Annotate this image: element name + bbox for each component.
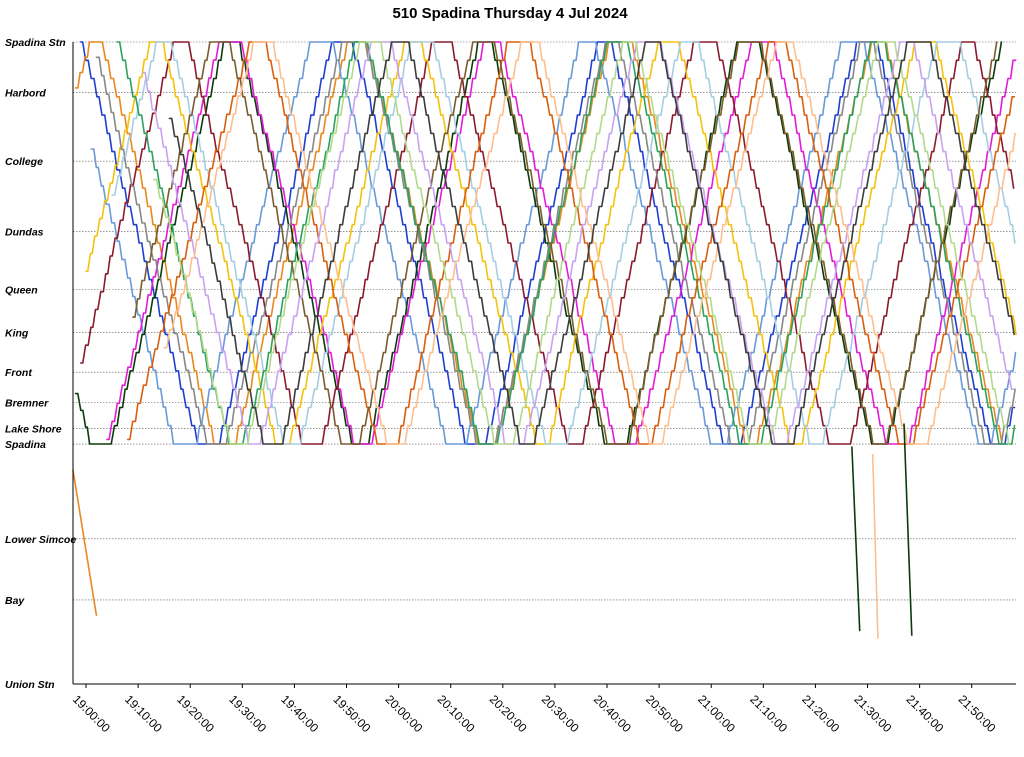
stop-label: Bay [5,595,25,607]
x-tick-label: 21:20:00 [799,692,842,735]
stop-label: King [5,327,29,339]
stop-label: Spadina [5,439,46,451]
x-tick-label: 19:20:00 [174,692,217,735]
vehicle-trip-line [90,41,1017,445]
stop-label: Front [5,367,32,379]
vehicle-trip-line [111,41,1016,445]
x-tick-label: 19:00:00 [70,692,113,735]
stop-label: Harbord [5,87,46,99]
vehicle-trip-line [106,41,1017,445]
chart-title: 510 Spadina Thursday 4 Jul 2024 [392,5,628,22]
x-tick-label: 19:50:00 [330,692,373,735]
vehicle-trip-line [163,41,1016,445]
x-tick-label: 21:00:00 [695,692,738,735]
x-tick-label: 19:30:00 [226,692,269,735]
stop-label: Queen [5,285,38,297]
x-tick-label: 21:40:00 [903,692,946,735]
vehicle-trip-line [142,41,1015,445]
vehicle-trip-line [168,41,1015,445]
stop-label: Spadina Stn [5,37,66,49]
x-tick-label: 19:10:00 [122,692,165,735]
vehicle-trip-line [74,41,1003,445]
vehicle-trip-line [116,41,1016,445]
x-tick-label: 20:40:00 [591,692,634,735]
x-tick-label: 21:10:00 [747,692,790,735]
stop-label: Bremner [5,398,49,410]
x-tick-label: 20:00:00 [383,692,426,735]
x-tick-label: 20:10:00 [435,692,478,735]
stop-label: Dundas [5,227,44,239]
trips-layer [72,41,1017,639]
vehicle-excursion-line [72,469,98,616]
vehicle-trip-line [80,41,1016,445]
x-tick-label: 20:20:00 [487,692,530,735]
vehicle-trip-line [80,41,1015,445]
stop-label: Union Stn [5,679,55,691]
vehicle-excursion-line [851,446,861,632]
vehicle-excursion-line [871,453,879,639]
stop-label: Lower Simcoe [5,534,76,546]
x-tick-label: 21:50:00 [956,692,999,735]
stop-label: Lake Shore [5,424,62,436]
vehicle-excursion-line [903,423,913,636]
x-tick-label: 20:50:00 [643,692,686,735]
vehicle-trip-line [153,41,1010,445]
vehicle-trip-line [126,41,1016,445]
x-tick-label: 19:40:00 [278,692,321,735]
stop-label: College [5,156,43,168]
x-tick-label: 21:30:00 [851,692,894,735]
vehicle-trip-line [132,41,998,445]
x-tick-label: 20:30:00 [539,692,582,735]
vehicle-trip-line [85,41,1017,445]
